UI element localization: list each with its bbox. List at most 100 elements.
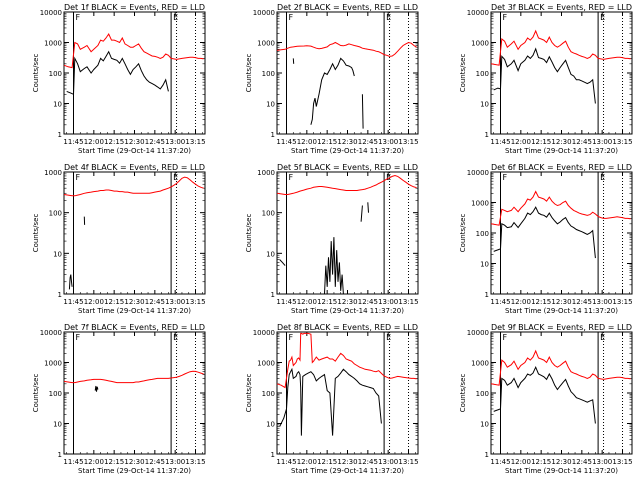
x-tick-label: 12:15	[531, 138, 551, 146]
time-marker-label: F	[75, 13, 80, 22]
y-axis-label: Counts/sec	[32, 374, 40, 413]
chart-title: Det 3f BLACK = Events, RED = LLD	[491, 3, 632, 12]
y-tick-label: 1000	[44, 360, 62, 368]
x-tick-label: 12:30	[551, 298, 571, 306]
x-tick-label: 12:30	[551, 458, 571, 466]
chart-title: Det 5f BLACK = Events, RED = LLD	[277, 163, 418, 172]
time-marker-label: E	[386, 333, 391, 342]
y-tick-label: 1000	[44, 169, 62, 177]
x-tick-label: 13:15	[612, 458, 632, 466]
x-tick-label: 13:15	[612, 298, 632, 306]
y-tick-label: 10	[480, 261, 489, 269]
plot-frame	[63, 11, 206, 135]
y-tick-label: 100	[262, 390, 275, 398]
x-tick-label: 12:45	[358, 458, 378, 466]
y-tick-label: 100	[49, 390, 62, 398]
x-tick-label: 12:45	[572, 298, 592, 306]
lld-series-line	[276, 41, 417, 57]
x-tick-label: 13:15	[185, 138, 205, 146]
chart-panel-9: Det 9f BLACK = Events, RED = LLD 1 10 100 10…	[459, 323, 633, 475]
events-series-line	[279, 367, 382, 436]
lld-series-line	[490, 29, 631, 66]
events-series-line	[493, 206, 596, 259]
x-axis-label: Start Time (29-Oct-14 11:37:20)	[505, 307, 618, 315]
plot-frame	[490, 11, 633, 135]
x-tick-label: 12:45	[572, 458, 592, 466]
time-marker-label: E	[386, 173, 391, 182]
x-tick-label: 12:30	[551, 138, 571, 146]
chart-panel-3: Det 3f BLACK = Events, RED = LLD 1 10 100 10…	[459, 3, 633, 155]
x-tick-label: 12:00	[84, 458, 104, 466]
time-marker-label: F	[288, 333, 293, 342]
time-marker-label: F	[502, 173, 507, 182]
y-tick-label: 1000	[257, 40, 275, 48]
x-tick-label: 11:45	[63, 298, 83, 306]
x-tick-label: 11:45	[63, 138, 83, 146]
y-tick-label: 100	[476, 230, 489, 238]
plot-frame	[276, 11, 419, 135]
time-marker-label: E	[600, 333, 605, 342]
y-tick-label: 10000	[467, 9, 489, 17]
x-tick-label: 12:15	[317, 138, 337, 146]
time-marker-label: E	[386, 13, 391, 22]
x-tick-label: 13:00	[592, 138, 612, 146]
y-axis-label: Counts/sec	[32, 214, 40, 253]
y-tick-label: 1	[485, 451, 489, 459]
x-tick-label: 12:45	[358, 298, 378, 306]
x-axis-label: Start Time (29-Oct-14 11:37:20)	[78, 467, 191, 475]
x-tick-label: 11:45	[490, 138, 510, 146]
time-marker-label: E	[173, 13, 178, 22]
x-tick-label: 12:00	[511, 138, 531, 146]
x-tick-label: 12:15	[104, 458, 124, 466]
y-tick-label: 10	[266, 250, 275, 258]
x-tick-label: 13:15	[398, 298, 418, 306]
x-axis-label: Start Time (29-Oct-14 11:37:20)	[505, 147, 618, 155]
chart-panel-6: Det 6f BLACK = Events, RED = LLD 1 10 100 10…	[459, 163, 633, 315]
y-tick-label: 1000	[471, 200, 489, 208]
chart-title: Det 6f BLACK = Events, RED = LLD	[491, 163, 632, 172]
chart-title: Det 7f BLACK = Events, RED = LLD	[64, 323, 205, 332]
x-tick-label: 11:45	[276, 458, 296, 466]
x-tick-label: 12:15	[531, 298, 551, 306]
x-tick-label: 12:30	[337, 138, 357, 146]
x-tick-label: 13:15	[185, 298, 205, 306]
x-tick-label: 12:45	[145, 138, 165, 146]
y-tick-label: 1000	[471, 40, 489, 48]
lld-series-line	[63, 176, 204, 197]
events-series-line	[66, 50, 169, 96]
chart-panel-2: Det 2f BLACK = Events, RED = LLD 1 10 100 10…	[245, 3, 419, 155]
events-series-line	[94, 385, 99, 392]
y-tick-label: 10	[53, 101, 62, 109]
lld-series-line	[276, 174, 417, 195]
lld-series-line	[63, 370, 204, 384]
y-tick-label: 10000	[253, 329, 275, 337]
x-axis-label: Start Time (29-Oct-14 11:37:20)	[505, 467, 618, 475]
x-tick-label: 12:30	[124, 138, 144, 146]
x-tick-label: 13:00	[165, 138, 185, 146]
y-tick-label: 1	[58, 291, 62, 299]
y-tick-label: 100	[476, 390, 489, 398]
y-tick-label: 10000	[467, 169, 489, 177]
x-tick-label: 13:00	[165, 298, 185, 306]
plot-frame	[276, 331, 419, 455]
y-axis-label: Counts/sec	[245, 374, 253, 413]
x-tick-label: 11:45	[63, 458, 83, 466]
time-marker-label: F	[502, 333, 507, 342]
y-tick-label: 10000	[40, 9, 62, 17]
time-marker-label: E	[600, 13, 605, 22]
x-tick-label: 12:45	[572, 138, 592, 146]
chart-panel-5: Det 5f BLACK = Events, RED = LLD 1 10 100 10…	[245, 163, 419, 315]
x-tick-label: 13:00	[592, 458, 612, 466]
time-marker-label: F	[75, 333, 80, 342]
y-tick-label: 10	[53, 250, 62, 258]
y-tick-label: 10	[266, 421, 275, 429]
y-axis-label: Counts/sec	[32, 54, 40, 93]
y-tick-label: 10	[266, 101, 275, 109]
y-tick-label: 1	[58, 131, 62, 139]
x-tick-label: 12:15	[317, 458, 337, 466]
chart-panel-7: Det 7f BLACK = Events, RED = LLD 1 10 100 10…	[32, 323, 206, 475]
x-tick-label: 12:15	[317, 298, 337, 306]
x-tick-label: 12:30	[337, 298, 357, 306]
x-tick-label: 12:30	[124, 458, 144, 466]
